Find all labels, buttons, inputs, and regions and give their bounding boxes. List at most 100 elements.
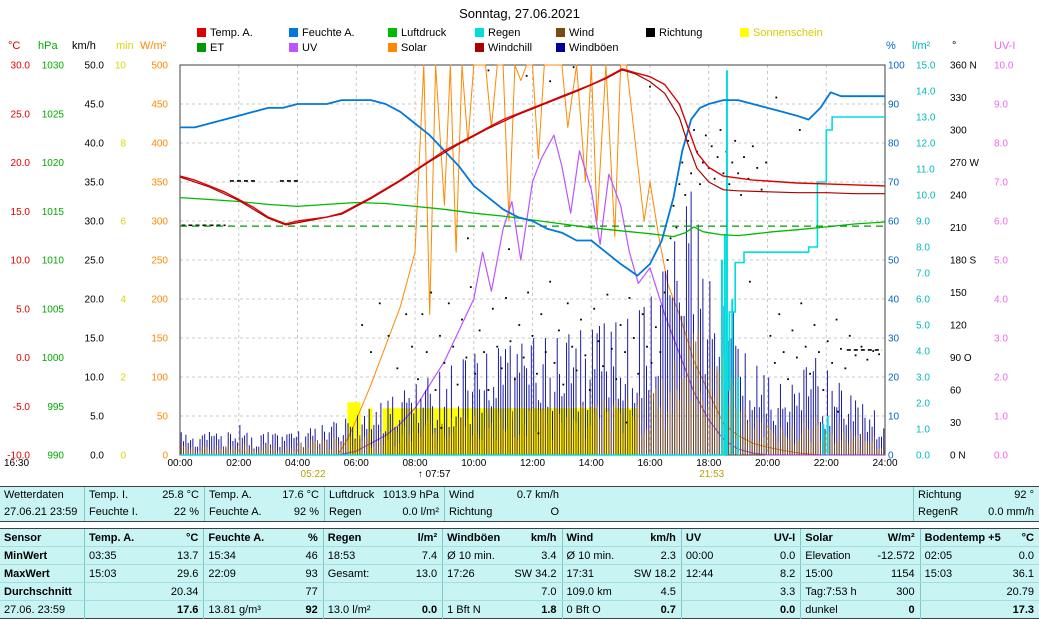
stats-cell-time: 109.0 km [566,586,612,598]
svg-text:6.0: 6.0 [916,295,930,306]
summary-value: 92 ° [1014,489,1034,501]
statistics-panel: Sensor Temp. A. °C Feuchte A.% Regen l/m² Wind… [0,528,1039,619]
legend-swatch [475,43,484,52]
svg-text:300: 300 [151,217,168,228]
stats-cell: 00:00 0.0 [680,547,800,564]
svg-text:12.0: 12.0 [916,139,936,150]
svg-text:15.0: 15.0 [916,61,936,72]
stats-cell: Gesamt: 13.0 [322,565,442,582]
stats-cell: 0 Bft O 0.7 [561,601,681,619]
summary-value: 92 % [293,506,319,518]
svg-text:300: 300 [950,126,967,137]
stats-cell-value: 0.0 [779,550,796,562]
legend-item-sonnenschein: Sonnenschein [740,27,823,40]
svg-text:0.0: 0.0 [994,451,1008,462]
svg-text:40: 40 [888,295,900,306]
svg-text:100: 100 [888,61,905,72]
stats-cell-time: 15:34 [208,550,236,562]
svg-text:11.0: 11.0 [916,165,935,176]
legend-swatch [740,28,749,37]
series-windchill [179,69,885,226]
stats-column-header: UV UV-I [680,529,800,546]
legend-label: Regen [488,27,521,39]
legend-swatch [388,43,397,52]
svg-text:990: 990 [47,451,64,462]
stats-cell-value: 92 [305,604,318,616]
svg-text:10.0: 10.0 [85,373,105,384]
svg-text:16:00: 16:00 [637,458,662,469]
summary-label: RegenR [918,506,959,518]
stats-cell: 22:09 93 [203,565,322,582]
stats-cell-time: 15:03 [924,568,953,580]
stats-cell: 20.79 [919,583,1039,600]
svg-text:150: 150 [151,334,168,345]
stats-cell-value: 0.0 [421,604,438,616]
axis-unit-temp: °C [8,40,21,52]
svg-text:8.0: 8.0 [916,243,930,254]
svg-text:350: 350 [151,178,168,189]
svg-text:330: 330 [950,93,967,104]
legend-swatch [556,28,565,37]
legend-label: Luftdruck [401,27,447,39]
svg-text:1030: 1030 [42,61,65,72]
summary-pair: Feuchte I. 22 % [84,504,204,521]
summary-pair: Wind 0.7 km/h [444,487,564,504]
svg-text:10.0: 10.0 [11,256,31,267]
stats-header-row: Sensor Temp. A. °C Feuchte A.% Regen l/m² Wind… [0,529,1039,547]
stats-cell-value: 0.7 [660,604,676,616]
summary-value: 22 % [173,506,199,518]
svg-text:14:00: 14:00 [579,458,604,469]
legend-item-temp-a-: Temp. A. [197,27,253,40]
summary-label: Temp. I. [89,489,129,501]
svg-text:70: 70 [888,178,900,189]
stats-cell: 17:26 SW 34.2 [442,565,561,582]
svg-text:2.0: 2.0 [994,373,1008,384]
stats-cell-value: 77 [305,586,318,598]
legend-swatch [556,43,565,52]
summary-pair: Luftdruck 1013.9 hPa [324,487,444,504]
stats-cell: 20.34 [84,583,203,600]
stats-row-label: Durchschnitt [4,586,72,598]
legend-label: Windböen [569,42,619,54]
stats-column-name: Temp. A. [89,532,135,544]
stats-column-header: Bodentemp +5 °C [919,529,1039,546]
stats-column-unit: °C [186,532,199,544]
series-direction [181,66,883,435]
svg-text:10.0: 10.0 [994,61,1014,72]
stats-cell-value: 8.2 [779,568,796,580]
svg-text:60: 60 [888,217,900,228]
svg-text:0.0: 0.0 [16,353,30,364]
stats-column-name: Windböen [447,532,501,544]
stats-cell: 17.3 [919,601,1039,619]
series-solar [337,64,885,456]
stats-cell-value: 13.7 [176,550,199,562]
stats-column-header: Temp. A. °C [84,529,203,546]
legend-label: Windchill [488,42,533,54]
stats-column-unit: l/m² [417,532,438,544]
axis-unit-pressure: hPa [38,40,58,52]
summary-label: Feuchte A. [209,506,262,518]
svg-text:20.0: 20.0 [11,158,31,169]
svg-text:8: 8 [120,139,126,150]
stats-cell-value: 2.3 [660,550,676,562]
stats-cell-value: 7.0 [541,586,557,598]
stats-cell-time: 0 Bft O [566,604,601,616]
stats-column-unit: UV-I [773,532,796,544]
svg-text:22:00: 22:00 [814,458,839,469]
stats-cell-value: SW 34.2 [514,568,557,580]
stats-column-name: Bodentemp +5 [924,532,1001,544]
stats-cell: 1 Bft N 1.8 [442,601,561,619]
svg-text:14.0: 14.0 [916,87,936,98]
svg-text:00:00: 00:00 [167,458,192,469]
legend-swatch [289,28,298,37]
svg-text:24:00: 24:00 [872,458,897,469]
svg-text:08:00: 08:00 [402,458,427,469]
svg-text:30: 30 [950,418,962,429]
stats-cell-value: 7.4 [421,550,438,562]
svg-text:80: 80 [888,139,900,150]
stats-cell-time: 22:09 [208,568,236,580]
stats-cell-value: 36.1 [1012,568,1034,580]
stats-cell-time: Elevation [805,550,851,562]
stats-cell: Elevation -12.572 [800,547,919,564]
stats-cell-value: 300 [896,586,915,598]
